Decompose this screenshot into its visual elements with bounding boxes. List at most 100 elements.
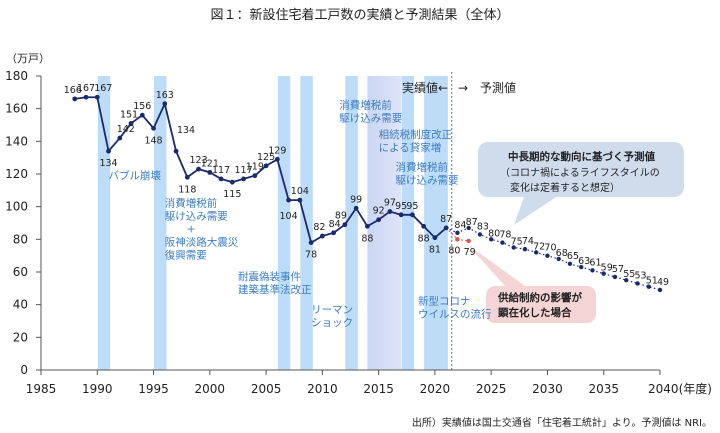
constraint-label: 79 bbox=[464, 247, 476, 258]
data-label: 104 bbox=[280, 211, 298, 222]
forecast-label: 63 bbox=[578, 256, 590, 267]
data-label: 84 bbox=[329, 219, 341, 230]
y-axis-unit: （万戸） bbox=[6, 52, 50, 65]
annotations: バブル崩壊消費増税前駆け込み需要+阪神淡路大震災復興需要耐震偽装事件建築基準法改… bbox=[109, 99, 492, 329]
data-label: 142 bbox=[117, 124, 135, 135]
data-point bbox=[117, 135, 123, 141]
actual-label: 実績値← bbox=[402, 80, 448, 95]
constraint-label: 80 bbox=[448, 245, 460, 256]
data-point bbox=[128, 120, 134, 126]
data-point bbox=[184, 174, 190, 180]
forecast-callout-line: （コロナ禍によるライフスタイルの bbox=[500, 166, 660, 179]
shaded-period-2012 bbox=[345, 76, 358, 370]
forecast-callout-title: 中長期的な動向に基づく予測値 bbox=[508, 150, 655, 163]
forecast-callout-line: 変化は定着すると想定） bbox=[500, 181, 620, 194]
data-label: 163 bbox=[156, 90, 174, 101]
y-tick-label: 60 bbox=[13, 265, 28, 279]
y-tick-label: 100 bbox=[5, 200, 28, 214]
annotation-line: 阪神淡路大震災 bbox=[165, 236, 239, 249]
data-point bbox=[601, 271, 606, 276]
forecast-label: 53 bbox=[634, 270, 646, 281]
data-point bbox=[624, 277, 629, 283]
y-tick-label: 140 bbox=[5, 134, 28, 148]
data-point bbox=[432, 235, 438, 241]
data-point bbox=[545, 253, 550, 258]
x-tick-label: 2000 bbox=[195, 382, 226, 396]
y-tick-label: 80 bbox=[13, 232, 28, 246]
data-point bbox=[297, 197, 303, 203]
annotation-line: 新型コロナ bbox=[418, 295, 471, 308]
data-point bbox=[455, 237, 460, 242]
data-point bbox=[94, 94, 100, 100]
chart-title: 図１：新設住宅着工戸数の実績と予測結果（全体） bbox=[210, 7, 509, 23]
data-label: 78 bbox=[305, 250, 317, 261]
x-tick-label: 1990 bbox=[82, 382, 113, 396]
data-label: 134 bbox=[177, 125, 195, 136]
event-annotation: バブル崩壊 bbox=[109, 169, 162, 182]
forecast-label: 55 bbox=[623, 269, 635, 280]
shaded-period-2017 bbox=[401, 76, 415, 370]
annotation-line: ショック bbox=[311, 317, 353, 329]
event-annotation: 消費増税前駆け込み需要 bbox=[339, 99, 402, 125]
data-label: 92 bbox=[373, 206, 385, 217]
data-point bbox=[421, 223, 427, 229]
y-tick-label: 40 bbox=[13, 298, 28, 312]
data-point bbox=[72, 96, 78, 102]
data-point bbox=[364, 223, 370, 229]
forecast-label: 75 bbox=[511, 237, 523, 248]
data-label: 148 bbox=[144, 135, 162, 146]
data-point bbox=[646, 284, 651, 289]
annotation-line: 消費増税前 bbox=[165, 197, 218, 210]
data-point bbox=[410, 212, 415, 218]
axes: 0 20 40 60 80 100 120 140 160 180 1985 1990 1995 2000… bbox=[5, 69, 712, 396]
data-point bbox=[455, 230, 460, 235]
constraint-callout-line: 供給制約の影響が bbox=[497, 291, 582, 304]
forecast-label: 87 bbox=[466, 217, 478, 228]
data-point bbox=[511, 245, 516, 250]
data-point bbox=[151, 125, 156, 131]
data-label: 167 bbox=[94, 83, 112, 94]
constraint-callout-line: 顕在化した場合 bbox=[498, 306, 572, 319]
x-tick-label: 2015 bbox=[363, 382, 394, 396]
shaded-period-2019 bbox=[424, 76, 448, 370]
data-point bbox=[443, 225, 449, 231]
forecast-label: 61 bbox=[589, 257, 601, 268]
constraint-callout-bubble bbox=[467, 244, 596, 323]
annotation-line: 復興需要 bbox=[165, 249, 207, 262]
annotation-line: リーマン bbox=[311, 304, 353, 316]
data-label: 117 bbox=[235, 165, 253, 176]
shaded-period-1995 bbox=[154, 76, 167, 370]
data-label: 167 bbox=[77, 83, 95, 94]
annotation-line: ウイルスの流行 bbox=[418, 308, 492, 321]
data-label: 88 bbox=[418, 233, 430, 244]
y-tick-label: 180 bbox=[5, 69, 28, 83]
data-label: 121 bbox=[201, 158, 219, 169]
data-point bbox=[657, 287, 663, 293]
forecast-label: 65 bbox=[567, 251, 579, 262]
data-label: 97 bbox=[384, 198, 396, 209]
data-point bbox=[274, 156, 280, 162]
x-tick-label: 2005 bbox=[251, 382, 282, 396]
x-tick-label: 2025 bbox=[476, 382, 507, 396]
data-point bbox=[331, 230, 337, 236]
forecast-label: 74 bbox=[522, 236, 534, 247]
annotation-line: 駆け込み需要 bbox=[396, 175, 459, 187]
data-point bbox=[173, 148, 179, 154]
x-tick-label: 1985 bbox=[26, 382, 57, 396]
data-label: 129 bbox=[268, 145, 286, 156]
event-annotation: 消費増税前駆け込み需要+阪神淡路大震災復興需要 bbox=[165, 197, 239, 262]
data-label: 151 bbox=[120, 109, 138, 120]
data-point bbox=[590, 268, 595, 273]
forecast-label: 83 bbox=[477, 221, 489, 232]
source-note: 出所）実績値は国土交通省「住宅着工統計」より。予測値は NRI。 bbox=[412, 416, 712, 429]
data-label: 134 bbox=[99, 158, 117, 169]
forecast-label: 72 bbox=[533, 241, 545, 252]
forecast-label: 51 bbox=[646, 276, 658, 287]
y-tick-label: 0 bbox=[20, 363, 28, 377]
annotation-line: 相続税制度改正 bbox=[379, 128, 453, 141]
x-tick-label: 1995 bbox=[138, 382, 169, 396]
event-annotation: 耐震偽装事件建築基準法改正 bbox=[238, 270, 311, 296]
shaded-period-1990 bbox=[97, 76, 111, 370]
data-point bbox=[83, 94, 89, 100]
forecast-label: 84 bbox=[454, 220, 466, 231]
